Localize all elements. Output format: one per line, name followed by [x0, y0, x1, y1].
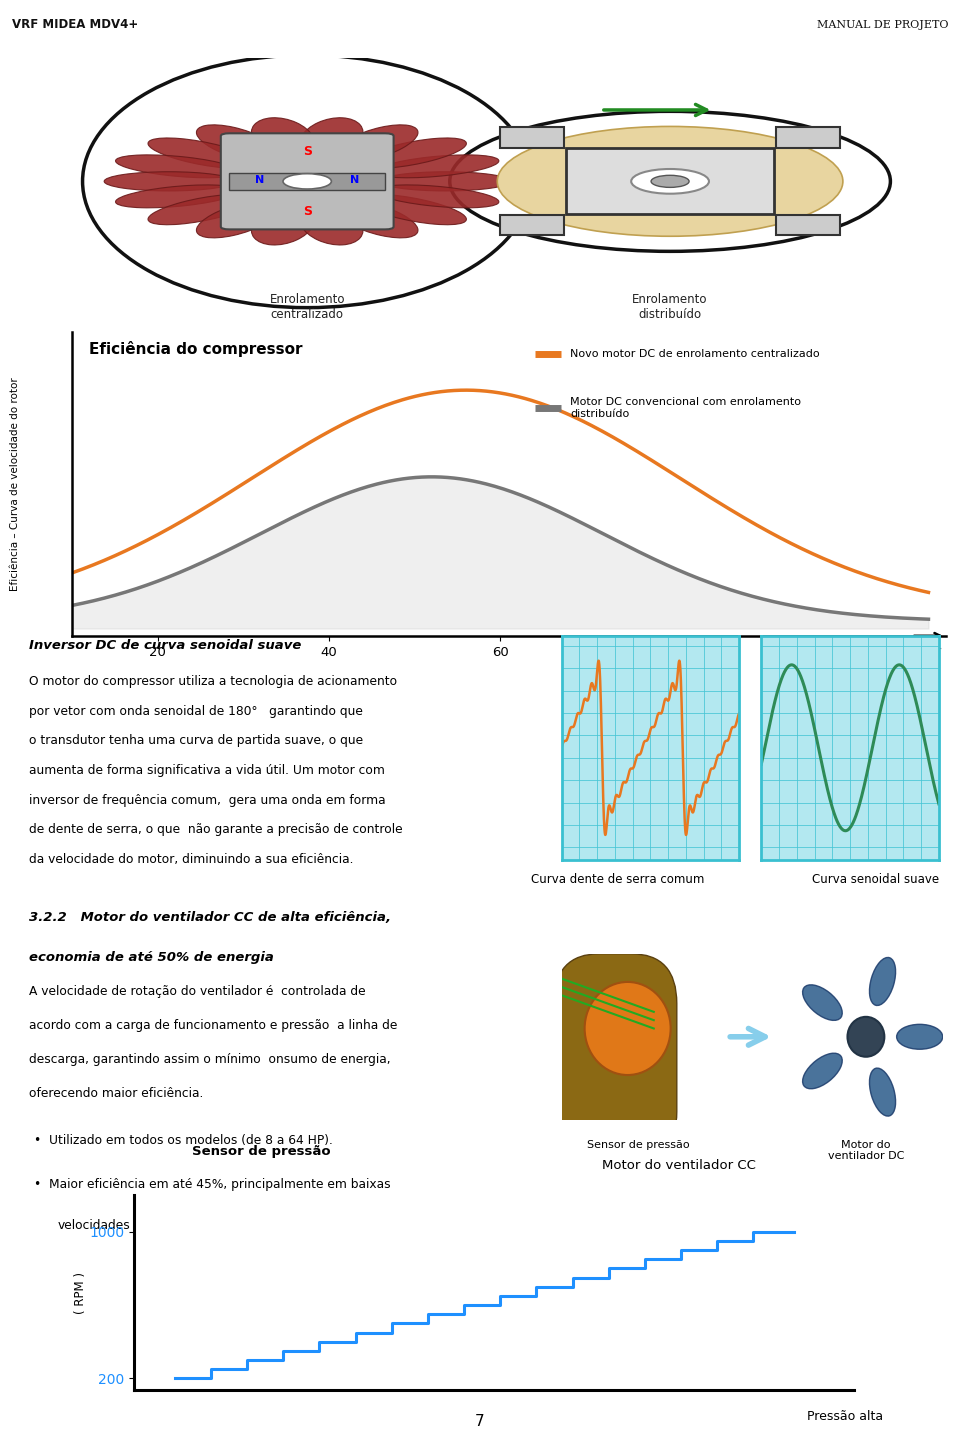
- Text: de dente de serra, o que  não garante a precisão de controle: de dente de serra, o que não garante a p…: [29, 824, 402, 837]
- Text: Curva dente de serra comum: Curva dente de serra comum: [531, 873, 705, 886]
- Ellipse shape: [375, 185, 499, 208]
- Text: •  Utilizado em todos os modelos (de 8 a 64 HP).: • Utilizado em todos os modelos (de 8 a …: [34, 1134, 333, 1147]
- Ellipse shape: [197, 124, 279, 162]
- Ellipse shape: [83, 55, 532, 308]
- Y-axis label: ( RPM ): ( RPM ): [74, 1272, 86, 1314]
- Text: Enrolamento
centralizado: Enrolamento centralizado: [270, 293, 345, 321]
- Ellipse shape: [115, 155, 239, 178]
- Text: Inversor DC de curva senoidal suave: Inversor DC de curva senoidal suave: [29, 639, 301, 652]
- Circle shape: [283, 173, 331, 189]
- Ellipse shape: [300, 117, 363, 159]
- FancyBboxPatch shape: [566, 149, 774, 214]
- FancyBboxPatch shape: [777, 215, 840, 236]
- Text: A velocidade de rotação do ventilador é  controlada de: A velocidade de rotação do ventilador é …: [29, 985, 366, 998]
- Ellipse shape: [803, 1053, 842, 1088]
- Text: O motor do compressor utiliza a tecnologia de acionamento: O motor do compressor utiliza a tecnolog…: [29, 675, 396, 688]
- FancyBboxPatch shape: [500, 215, 564, 236]
- Text: Pressão alta: Pressão alta: [807, 1410, 883, 1422]
- Text: Enrolamento
distribuído: Enrolamento distribuído: [633, 293, 708, 321]
- Circle shape: [450, 111, 891, 251]
- Ellipse shape: [148, 195, 254, 225]
- Ellipse shape: [897, 1025, 943, 1049]
- Text: Velocidade do rotor: Velocidade do rotor: [819, 644, 941, 657]
- Ellipse shape: [105, 172, 234, 191]
- Circle shape: [651, 175, 689, 188]
- Text: Motor do ventilador CC: Motor do ventilador CC: [603, 1159, 756, 1172]
- FancyBboxPatch shape: [554, 954, 677, 1162]
- FancyBboxPatch shape: [777, 127, 840, 147]
- Text: Eficiência – Curva de velocidade do rotor: Eficiência – Curva de velocidade do roto…: [11, 377, 20, 591]
- Ellipse shape: [803, 985, 842, 1020]
- Text: da velocidade do motor, diminuindo a sua eficiência.: da velocidade do motor, diminuindo a sua…: [29, 853, 353, 866]
- Ellipse shape: [115, 185, 239, 208]
- Ellipse shape: [870, 1068, 896, 1116]
- Text: VRF MIDEA MDV4+: VRF MIDEA MDV4+: [12, 19, 138, 32]
- Text: acordo com a carga de funcionamento e pressão  a linha de: acordo com a carga de funcionamento e pr…: [29, 1020, 397, 1032]
- Text: economia de até 50% de energia: economia de até 50% de energia: [29, 951, 274, 964]
- Text: S: S: [302, 205, 312, 218]
- Text: por vetor com onda senoidal de 180°   garantindo que: por vetor com onda senoidal de 180° gara…: [29, 705, 363, 718]
- Text: 7: 7: [475, 1415, 485, 1429]
- Ellipse shape: [335, 201, 418, 238]
- Ellipse shape: [870, 958, 896, 1006]
- Text: S: S: [302, 144, 312, 158]
- Circle shape: [848, 1017, 884, 1056]
- Text: •  Maior eficiência em até 45%, principalmente em baixas: • Maior eficiência em até 45%, principal…: [34, 1178, 391, 1191]
- FancyBboxPatch shape: [500, 127, 564, 147]
- Text: velocidades: velocidades: [58, 1220, 130, 1233]
- Text: N: N: [255, 175, 264, 185]
- Text: oferecendo maior eficiência.: oferecendo maior eficiência.: [29, 1087, 204, 1100]
- Text: Motor DC convencional com enrolamento
distribuído: Motor DC convencional com enrolamento di…: [570, 397, 801, 419]
- Ellipse shape: [335, 124, 418, 162]
- Ellipse shape: [300, 204, 363, 246]
- Ellipse shape: [252, 204, 315, 246]
- Text: Motor do
ventilador DC: Motor do ventilador DC: [828, 1140, 904, 1162]
- Ellipse shape: [360, 137, 467, 168]
- Ellipse shape: [375, 155, 499, 178]
- Ellipse shape: [197, 201, 279, 238]
- Text: Eficiência do compressor: Eficiência do compressor: [89, 341, 303, 357]
- Text: 3.2.2   Motor do ventilador CC de alta eficiência,: 3.2.2 Motor do ventilador CC de alta efi…: [29, 912, 391, 925]
- Text: descarga, garantindo assim o mínimo  onsumo de energia,: descarga, garantindo assim o mínimo onsu…: [29, 1053, 391, 1066]
- Text: o transdutor tenha uma curva de partida suave, o que: o transdutor tenha uma curva de partida …: [29, 734, 363, 747]
- Circle shape: [585, 983, 671, 1075]
- Text: Sensor de pressão: Sensor de pressão: [192, 1144, 330, 1157]
- Text: N: N: [350, 175, 359, 185]
- Text: Novo motor DC de enrolamento centralizado: Novo motor DC de enrolamento centralizad…: [570, 348, 820, 358]
- Circle shape: [632, 169, 709, 194]
- Text: inversor de frequência comum,  gera uma onda em forma: inversor de frequência comum, gera uma o…: [29, 793, 385, 806]
- Text: Sensor de pressão: Sensor de pressão: [588, 1140, 689, 1150]
- FancyBboxPatch shape: [221, 133, 394, 230]
- Bar: [229, 173, 385, 189]
- Ellipse shape: [360, 195, 467, 225]
- Ellipse shape: [252, 117, 315, 159]
- Ellipse shape: [148, 137, 254, 168]
- Text: aumenta de forma significativa a vida útil. Um motor com: aumenta de forma significativa a vida út…: [29, 764, 385, 777]
- Text: MANUAL DE PROJETO: MANUAL DE PROJETO: [817, 20, 948, 30]
- Text: Curva senoidal suave: Curva senoidal suave: [812, 873, 939, 886]
- Circle shape: [497, 126, 843, 236]
- Ellipse shape: [380, 172, 511, 191]
